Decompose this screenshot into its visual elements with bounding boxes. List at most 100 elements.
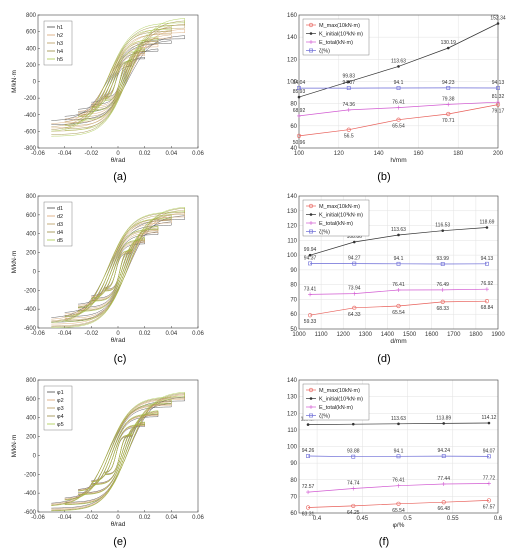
data-point-star	[309, 213, 313, 216]
data-point-plus	[396, 287, 401, 292]
x-tick-label: 1400	[381, 332, 395, 338]
x-tick-label: -0.06	[31, 515, 45, 521]
caption-f: (f)	[379, 536, 389, 548]
y-tick-label: 100	[287, 80, 298, 86]
x-tick-label: -0.04	[58, 331, 72, 337]
y-tick-label: -600	[24, 326, 37, 332]
legend-label: d1	[57, 206, 63, 212]
hysteresis-loop-φ3	[77, 411, 159, 495]
x-tick-label: 0.02	[139, 151, 151, 157]
data-label: 114.12	[481, 415, 496, 421]
x-tick-label: 160	[413, 151, 424, 157]
y-tick-label: 60	[290, 124, 297, 130]
x-tick-label: 0.45	[356, 516, 368, 522]
y-tick-label: 400	[26, 232, 37, 238]
x-tick-label: 1600	[425, 332, 439, 338]
y-tick-label: 60	[290, 312, 297, 318]
data-point-square	[352, 261, 357, 266]
legend-label: h4	[57, 49, 63, 55]
data-label: 118.69	[479, 219, 494, 225]
data-point-square	[396, 261, 401, 266]
x-tick-label: 100	[294, 151, 305, 157]
data-point-circle	[308, 203, 314, 209]
data-label: 113.63	[391, 227, 406, 233]
data-point-square	[346, 86, 351, 90]
x-tick-label: 0	[116, 151, 120, 157]
hysteresis-loop-h2	[64, 34, 172, 124]
y-tick-label: 0	[33, 80, 37, 86]
y-tick-label: 140	[287, 194, 298, 200]
caption-d: (d)	[377, 353, 390, 365]
x-tick-label: -0.02	[84, 151, 98, 157]
x-tick-label: 1900	[491, 332, 505, 338]
data-point-circle	[307, 313, 313, 318]
data-label: 94.13	[481, 256, 494, 262]
data-point-plus	[484, 287, 489, 292]
y-tick-label: 100	[287, 253, 298, 259]
data-label: 66.48	[437, 506, 450, 512]
plot-frame	[298, 195, 499, 330]
data-point-circle	[484, 299, 490, 304]
data-point-plus	[446, 102, 451, 107]
hysteresis-loop-d2	[77, 229, 159, 310]
y-tick-label: -400	[24, 307, 37, 313]
y-tick-label: 70	[290, 494, 297, 500]
data-point-star	[446, 46, 450, 50]
data-point-square	[309, 48, 313, 53]
y-tick-label: -400	[24, 491, 37, 497]
y-tick-label: 110	[287, 428, 297, 434]
data-point-plus	[297, 113, 301, 118]
hysteresis-loop-φ1	[64, 403, 172, 503]
legend-label: d3	[57, 222, 63, 228]
x-axis-label: d/mm	[390, 338, 406, 345]
y-tick-label: 90	[290, 268, 297, 274]
data-label: 70.71	[442, 118, 455, 124]
hysteresis-loop-φ4	[77, 410, 159, 495]
data-label: 94.23	[442, 80, 455, 86]
legend-label: φ5	[57, 422, 64, 428]
hysteresis-loop-d1	[77, 231, 159, 308]
legend-label: φ4	[57, 414, 64, 420]
data-label: 94.26	[302, 448, 315, 454]
x-tick-label: 180	[453, 151, 464, 157]
data-label: 76.41	[392, 282, 405, 288]
hysteresis-loop-d5	[77, 225, 159, 312]
data-label: 73.94	[348, 286, 361, 292]
legend-label: d2	[57, 214, 63, 220]
y-tick-label: 800	[26, 13, 37, 19]
x-tick-label: 1800	[469, 332, 483, 338]
y-tick-label: 400	[26, 46, 37, 52]
y-tick-label: 100	[287, 445, 298, 451]
data-label: 94.13	[492, 80, 505, 86]
y-tick-label: 140	[287, 378, 298, 384]
y-tick-label: -200	[24, 96, 37, 102]
hysteresis-loop-d5	[64, 214, 172, 322]
data-label: 73.41	[304, 286, 317, 292]
data-point-plus	[486, 481, 491, 486]
y-axis-label: M/kN·m	[11, 435, 18, 458]
data-point-square	[441, 454, 446, 458]
data-point-square	[308, 261, 312, 266]
x-tick-label: 140	[374, 151, 385, 157]
data-label: 81.32	[492, 94, 505, 100]
data-label: 67.57	[483, 504, 496, 510]
x-tick-label: 120	[334, 151, 345, 157]
data-label: 130.19	[441, 40, 457, 46]
hysteresis-loop-φ2	[77, 412, 159, 494]
x-axis-label: θ/rad	[111, 337, 126, 344]
data-label: 76.41	[392, 100, 405, 106]
legend-label: M_max(10kN·m)	[319, 23, 360, 29]
y-axis-label: M/kN·m	[11, 70, 18, 93]
panel-a-hysteresis-h: -0.06 -0.04 -0.02 0 0.02 0.04 0.06 800 600 400 200…	[11, 13, 204, 164]
data-point-square	[309, 229, 313, 234]
data-point-circle	[308, 387, 314, 393]
data-point-plus	[309, 40, 313, 44]
y-tick-label: 60	[290, 511, 297, 517]
x-tick-label: 0.55	[447, 516, 459, 522]
data-point-star	[397, 233, 400, 237]
hysteresis-loop-h3	[77, 40, 159, 118]
panel-f-parameters-phi: 0.4 0.45 0.5 0.55 0.6 60 70 80 90 100 110 120 130 140…	[287, 378, 503, 529]
legend-label: h5	[57, 57, 63, 63]
series-line-Z	[307, 455, 490, 458]
